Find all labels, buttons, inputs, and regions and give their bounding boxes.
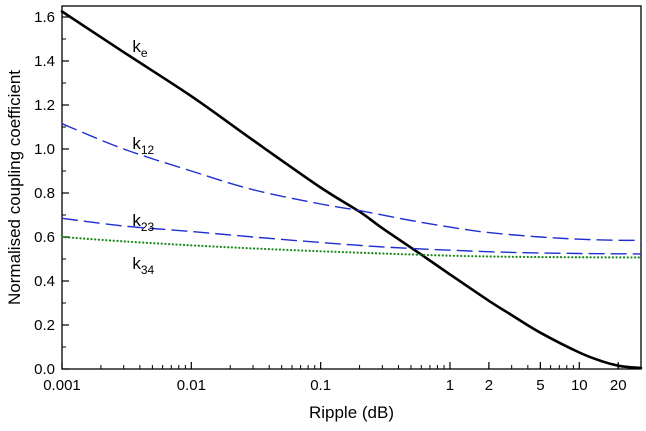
y-axis-title: Normalised coupling coefficient <box>5 70 24 305</box>
series-lines <box>60 10 643 370</box>
plot-frame <box>61 5 642 370</box>
plot-area <box>61 5 642 370</box>
series-line-ke <box>60 10 643 370</box>
series-line-k23 <box>61 217 642 255</box>
series-label-ke: ke <box>132 37 148 60</box>
series-labels: ke k12 k23 k34 <box>132 37 154 277</box>
x-tick-label: 0.1 <box>310 377 331 394</box>
series-label-k34: k34 <box>132 254 154 277</box>
x-tick-label: 0.01 <box>177 377 206 394</box>
x-tick-label: 10 <box>571 377 588 394</box>
x-tick-label: 20 <box>610 377 627 394</box>
y-tick-label: 0.8 <box>34 185 55 202</box>
series-label-k23: k23 <box>132 211 154 234</box>
y-tick-label: 1.0 <box>34 141 55 158</box>
x-tick-label: 2 <box>485 377 493 394</box>
y-tick-label: 1.4 <box>34 53 55 70</box>
y-tick-label: 0.4 <box>34 273 55 290</box>
x-axis-title: Ripple (dB) <box>309 403 394 422</box>
x-tick-label: 0.001 <box>43 377 81 394</box>
y-axis-ticks: 0.0 0.2 0.4 0.6 0.8 1.0 1.2 1.4 1.6 <box>34 9 69 378</box>
series-line-k34 <box>60 235 643 259</box>
y-tick-label: 1.2 <box>34 97 55 114</box>
y-tick-label: 0.2 <box>34 317 55 334</box>
series-label-k12: k12 <box>132 134 154 157</box>
y-tick-label: 0.6 <box>34 229 55 246</box>
y-tick-label: 1.6 <box>34 9 55 26</box>
x-axis-ticks: 0.001 0.01 0.1 1 2 5 10 20 <box>43 362 642 394</box>
series-line-k12 <box>61 123 642 242</box>
y-tick-label: 0.0 <box>34 361 55 378</box>
x-tick-label: 1 <box>446 377 454 394</box>
x-tick-label: 5 <box>536 377 544 394</box>
